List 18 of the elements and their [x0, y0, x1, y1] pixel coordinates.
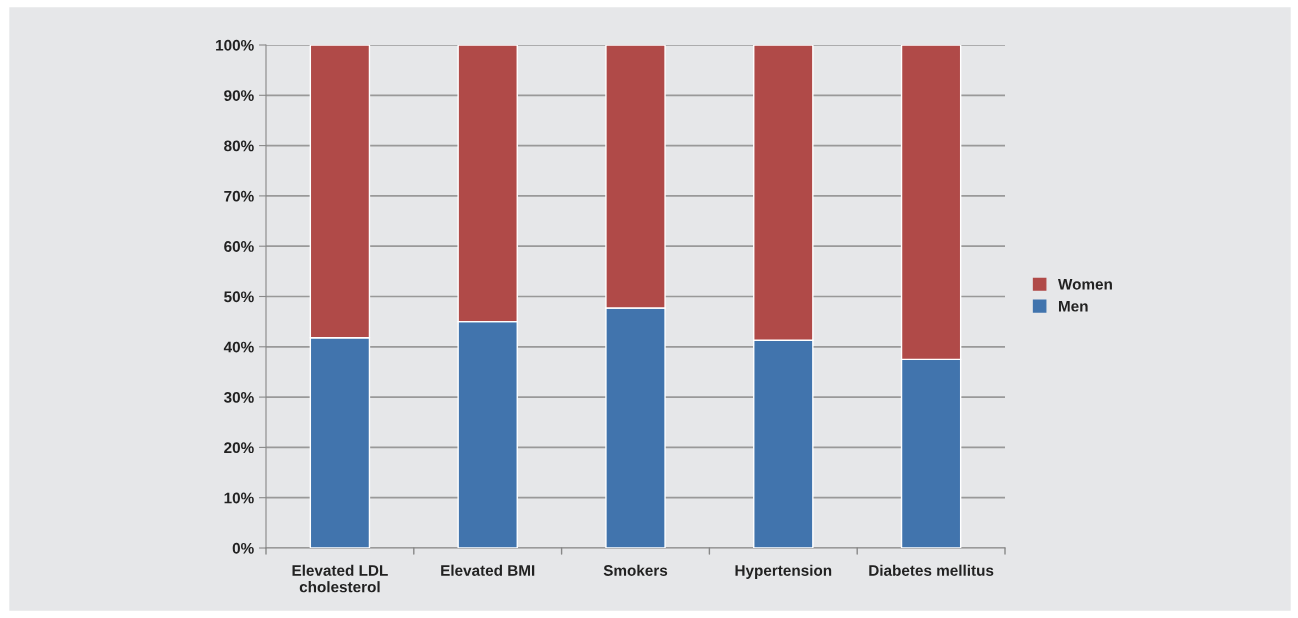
y-tick-label: 30%	[223, 391, 254, 403]
x-tick-label: Elevated BMI	[441, 564, 535, 576]
x-tick-label: Smokers	[603, 564, 668, 576]
legend-label: Men	[1059, 300, 1088, 312]
y-tick-label: 100%	[216, 39, 254, 51]
y-tick-label: 50%	[224, 291, 254, 303]
y-tick-label: 0%	[232, 542, 254, 554]
y-tick-label: 70%	[224, 190, 254, 202]
x-tick-label: Elevated LDL cholesterol	[292, 564, 388, 593]
y-tick-label: 60%	[224, 241, 254, 252]
legend-label: Women	[1057, 279, 1112, 290]
y-tick-label: 40%	[223, 341, 254, 353]
y-tick-label: 90%	[224, 90, 254, 101]
y-tick-label: 20%	[224, 442, 254, 454]
x-tick-label: Hypertension	[735, 564, 832, 579]
y-tick-label: 10%	[224, 492, 254, 504]
x-tick-label: Diabetes mellitus	[869, 564, 994, 576]
y-tick-label: 80%	[224, 140, 254, 152]
